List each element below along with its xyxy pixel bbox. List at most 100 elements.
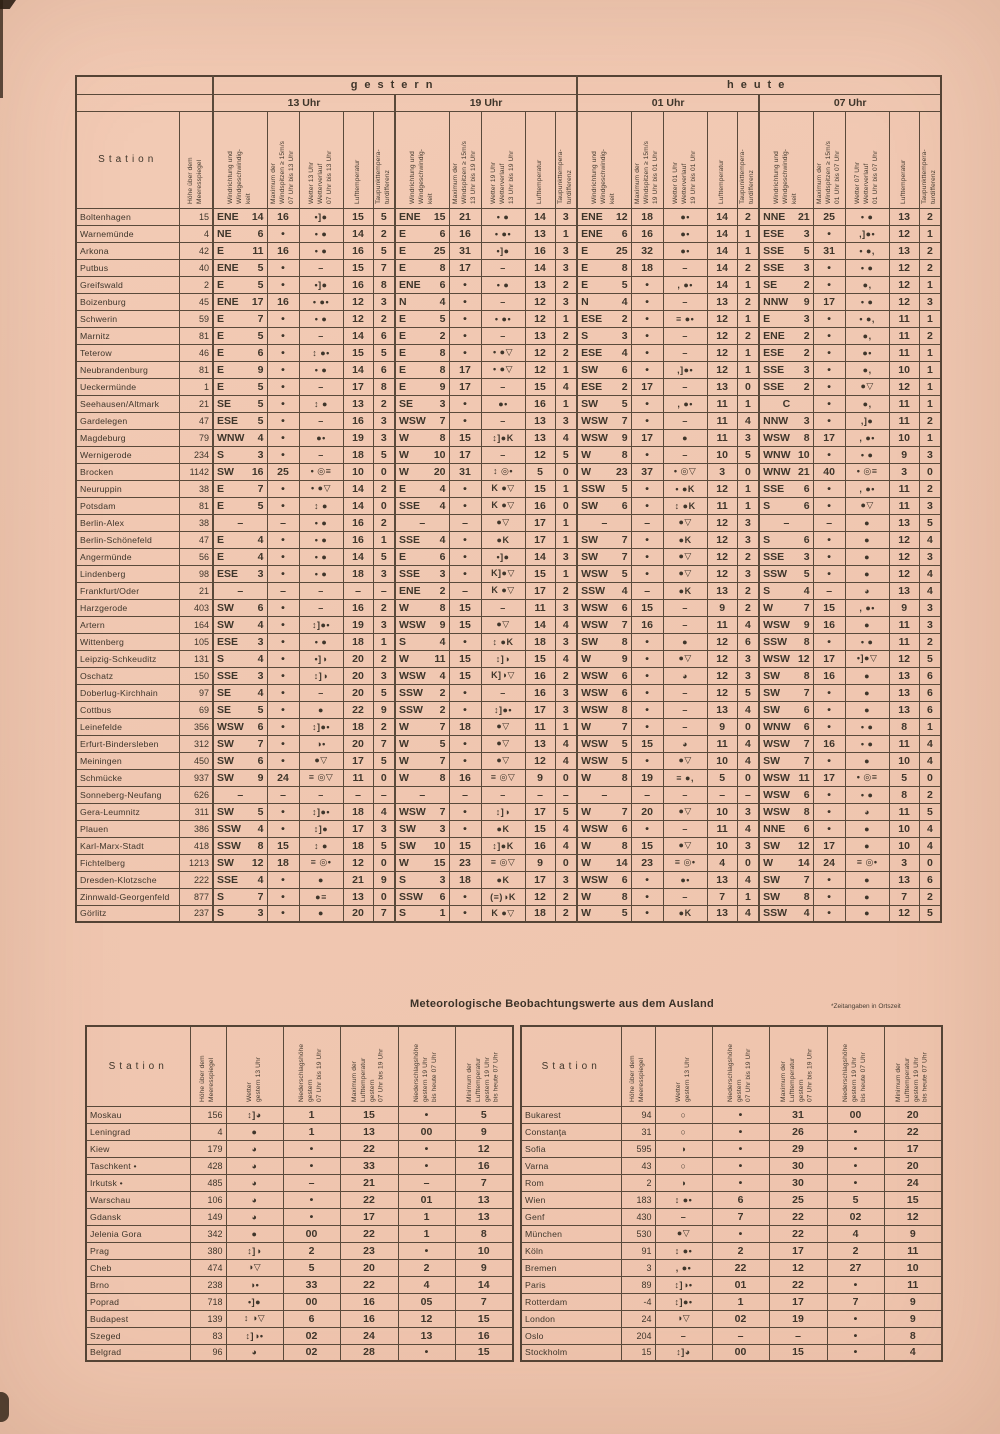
wind-direction: SSW [399,703,423,716]
wind-cell: SSE 2 [758,377,814,396]
wind-direction: E [217,312,225,325]
precip-night-cell: 5 [826,1190,885,1209]
elevation-cell: -4 [620,1292,656,1311]
wind-speed: 4 [257,533,264,546]
elevation-cell: 356 [178,717,214,736]
station-cell: Brno [85,1275,191,1294]
temp-cell: 11 [706,734,738,753]
dewpoint-diff-cell: 2 [554,666,578,685]
wind-direction: SSW [763,635,788,648]
table-head: gestern heute 13 Uhr 19 Uhr 01 Uhr 07 Uhr Stat… [75,75,942,209]
weather-cell: – [480,292,526,311]
station-cell: Berlin-Alex [75,513,180,532]
wind-speed: 2 [803,329,810,342]
temp-cell: 17 [524,870,556,889]
weather-cell: , ●• [662,275,708,294]
gust-cell: • [812,751,846,770]
wind-speed: 3 [257,448,264,461]
dewpoint-diff-cell: 7 [372,734,396,753]
temp-cell: 18 [342,445,374,464]
dewpoint-diff-cell: 1 [554,717,578,736]
wind-direction: SW [399,839,416,852]
elevation-cell: 312 [178,734,214,753]
wind-speed: 8 [439,601,446,614]
wind-cell: SE 4 [212,683,268,702]
gust-cell: 16 [812,666,846,685]
dewpoint-diff-cell: 1 [736,394,760,413]
gust-cell: • [266,666,300,685]
wind-speed: 7 [621,618,628,631]
dewpoint-diff-cell: 5 [372,343,396,362]
gust-cell: 23 [630,853,664,872]
gust-cell: – [266,785,300,804]
weather-cell: – [654,1326,713,1345]
station-cell: Sofia [520,1139,622,1158]
gust-cell: • [448,751,482,770]
dewpoint-diff-cell: 2 [918,258,942,277]
wind-direction: WNW [763,448,791,461]
wind-cell: SW 6 [212,751,268,770]
dewpoint-diff-cell: 4 [554,615,578,634]
wind-speed: 7 [439,720,446,733]
elevation-cell: 179 [189,1139,227,1158]
elevation-cell: 204 [620,1326,656,1345]
weather-cell: , ●• [844,428,890,447]
wind-speed: 7 [803,754,810,767]
temp-cell: 10 [706,751,738,770]
column-header: Taupunkttempera- turdifferenz [918,110,942,209]
gust-cell: 16 [266,292,300,311]
temp-cell: 11 [888,496,920,515]
elevation-cell: 164 [178,615,214,634]
elevation-cell: 38 [178,513,214,532]
wind-cell: WSW 7 [576,615,632,634]
wind-direction: WSW [399,414,426,427]
gust-cell: – [448,581,482,600]
precip-day-cell: 2 [711,1241,770,1260]
station-cell: Warnemünde [75,224,180,243]
wind-speed: 8 [621,448,628,461]
weather-cell: ↕ ● [298,836,344,855]
wind-direction: SSE [399,533,421,546]
dewpoint-diff-cell: 4 [918,734,942,753]
wind-cell: WNW 21 [758,462,814,481]
dewpoint-diff-cell: 3 [554,258,578,277]
wind-cell: SW 5 [212,802,268,821]
station-cell: Budapest [85,1309,191,1328]
wind-cell: WSW 12 [758,649,814,668]
dewpoint-diff-cell: 0 [554,496,578,515]
weather-cell: ●K [480,870,526,889]
wind-speed: 5 [803,244,810,257]
column-header-label: Wetter 13 Uhr Wetterverlauf 07 Uhr bis 1… [307,150,333,204]
table-row: München 530 ●▽ • 22 4 9 [520,1224,943,1243]
wind-direction: W [581,890,592,903]
wind-direction: N [399,295,407,308]
wind-cell: SW 4 [212,615,268,634]
gust-cell: • [266,530,300,549]
weather-cell: – [298,785,344,804]
station-header: Station [520,1025,622,1107]
dewpoint-diff-cell: 1 [736,479,760,498]
wind-cell: W 11 [394,649,450,668]
wind-cell: C [758,394,814,413]
precip-night-cell: • [397,1241,456,1260]
wind-speed: 8 [803,635,810,648]
temp-cell: 11 [888,343,920,362]
temp-cell: 12 [888,275,920,294]
weather-cell: ●K [480,819,526,838]
wind-speed: 5 [439,737,446,750]
weather-cell: ↕]◑ [480,649,526,668]
column-header: Minimum der Lufttemperatur gestern 19 Uh… [454,1025,514,1107]
column-header: Taupunkttempera- turdifferenz [372,110,396,209]
gust-cell: 15 [448,598,482,617]
weather-cell: •]● [298,275,344,294]
min-temp-cell: 10 [883,1258,943,1277]
gust-cell: • [266,394,300,413]
dewpoint-diff-cell: 1 [918,377,942,396]
wind-cell: WNW 4 [212,428,268,447]
wind-direction: SW [763,686,781,699]
temp-cell: 10 [888,360,920,379]
gust-cell: • [448,564,482,583]
temp-cell: 11 [888,479,920,498]
gust-cell: • [812,530,846,549]
